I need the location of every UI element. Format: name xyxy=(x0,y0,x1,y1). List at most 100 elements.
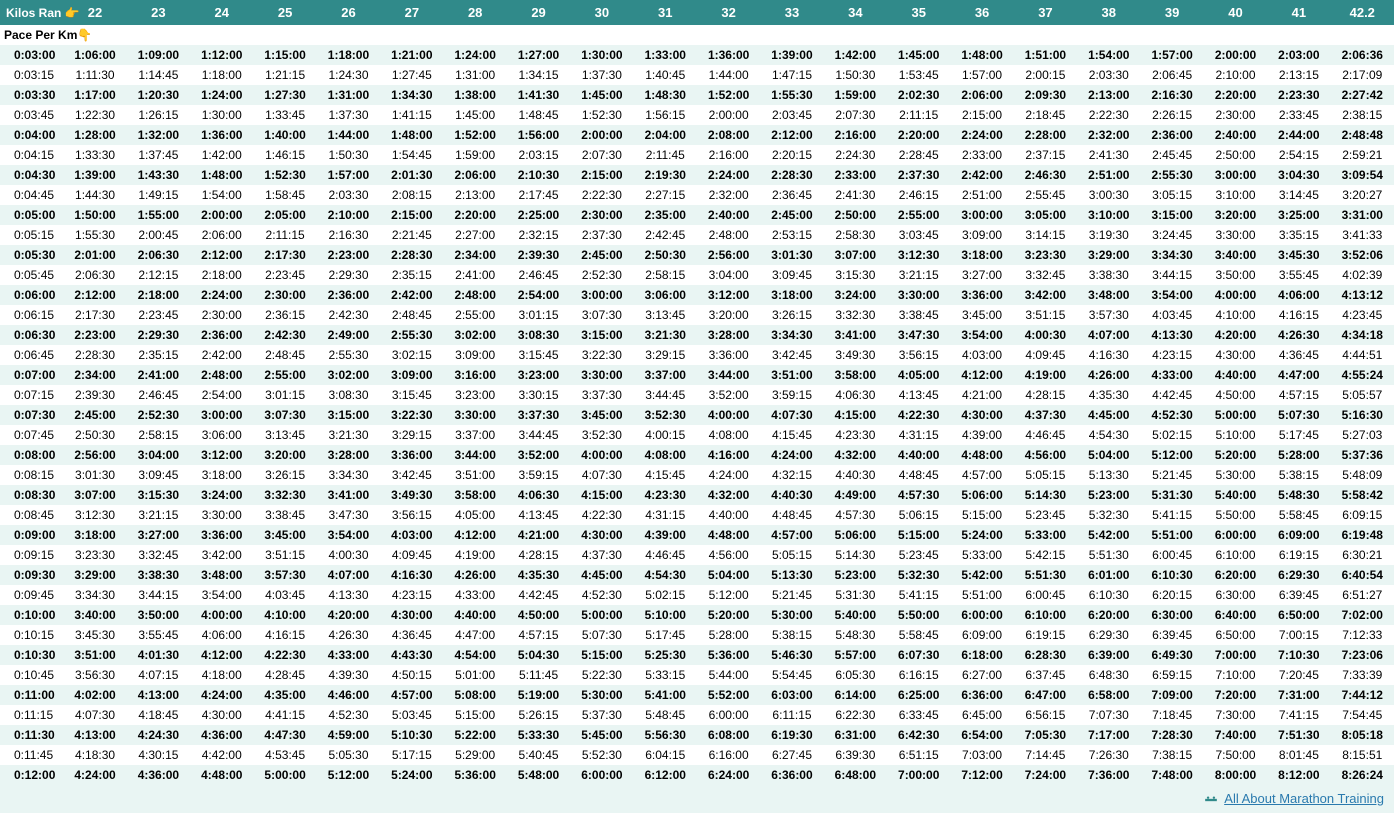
time-cell: 5:12:00 xyxy=(1140,445,1203,465)
time-cell: 3:41:33 xyxy=(1331,225,1394,245)
time-cell: 5:28:00 xyxy=(1267,445,1330,465)
time-cell: 5:20:00 xyxy=(1204,445,1267,465)
distance-header: 25 xyxy=(253,0,316,25)
time-cell: 1:45:00 xyxy=(570,85,633,105)
time-cell: 4:33:00 xyxy=(1140,365,1203,385)
time-cell: 1:55:30 xyxy=(760,85,823,105)
time-cell: 2:38:15 xyxy=(1331,105,1394,125)
time-cell: 6:49:30 xyxy=(1140,645,1203,665)
distance-header: 32 xyxy=(697,0,760,25)
time-cell: 3:38:45 xyxy=(253,505,316,525)
time-cell: 1:48:00 xyxy=(190,165,253,185)
time-cell: 3:57:30 xyxy=(253,565,316,585)
time-cell: 4:23:30 xyxy=(634,485,697,505)
pace-value: 0:08:00 xyxy=(0,445,63,465)
time-cell: 6:47:00 xyxy=(1014,685,1077,705)
time-cell: 2:11:15 xyxy=(887,105,950,125)
time-cell: 2:37:30 xyxy=(570,225,633,245)
time-cell: 4:33:00 xyxy=(444,585,507,605)
time-cell: 6:50:00 xyxy=(1204,625,1267,645)
time-cell: 4:03:45 xyxy=(1140,305,1203,325)
time-cell: 4:48:00 xyxy=(697,525,760,545)
pace-per-km-label: Pace Per Km👇 xyxy=(0,25,1394,45)
time-cell: 2:54:15 xyxy=(1267,145,1330,165)
time-cell: 4:33:00 xyxy=(317,645,380,665)
time-cell: 1:38:00 xyxy=(444,85,507,105)
pace-value: 0:08:30 xyxy=(0,485,63,505)
time-cell: 5:12:00 xyxy=(317,765,380,785)
time-cell: 1:34:30 xyxy=(380,85,443,105)
time-cell: 4:49:00 xyxy=(824,485,887,505)
time-cell: 2:27:00 xyxy=(444,225,507,245)
time-cell: 2:52:30 xyxy=(127,405,190,425)
time-cell: 4:55:24 xyxy=(1331,365,1394,385)
distance-header: 29 xyxy=(507,0,570,25)
distance-header: 30 xyxy=(570,0,633,25)
time-cell: 5:32:30 xyxy=(1077,505,1140,525)
time-cell: 5:33:30 xyxy=(507,725,570,745)
table-row: 0:05:001:50:001:55:002:00:002:05:002:10:… xyxy=(0,205,1394,225)
pace-value: 0:04:30 xyxy=(0,165,63,185)
time-cell: 2:33:45 xyxy=(1267,105,1330,125)
time-cell: 3:52:30 xyxy=(570,425,633,445)
time-cell: 2:55:30 xyxy=(380,325,443,345)
time-cell: 1:45:00 xyxy=(444,105,507,125)
time-cell: 5:21:45 xyxy=(760,585,823,605)
time-cell: 6:22:30 xyxy=(824,705,887,725)
time-cell: 1:58:45 xyxy=(253,185,316,205)
time-cell: 7:26:30 xyxy=(1077,745,1140,765)
time-cell: 3:24:00 xyxy=(824,285,887,305)
time-cell: 3:55:45 xyxy=(1267,265,1330,285)
time-cell: 1:46:15 xyxy=(253,145,316,165)
time-cell: 2:42:00 xyxy=(190,345,253,365)
pace-chart-table: Kilos Ran 👉22232425262728293031323334353… xyxy=(0,0,1394,813)
time-cell: 2:26:15 xyxy=(1140,105,1203,125)
pace-value: 0:10:00 xyxy=(0,605,63,625)
time-cell: 4:34:18 xyxy=(1331,325,1394,345)
time-cell: 4:01:30 xyxy=(127,645,190,665)
time-cell: 4:06:30 xyxy=(507,485,570,505)
time-cell: 1:50:00 xyxy=(63,205,126,225)
time-cell: 4:46:00 xyxy=(317,685,380,705)
time-cell: 6:09:00 xyxy=(950,625,1013,645)
time-cell: 1:43:30 xyxy=(127,165,190,185)
time-cell: 6:42:30 xyxy=(887,725,950,745)
pace-value: 0:04:15 xyxy=(0,145,63,165)
time-cell: 4:56:00 xyxy=(697,545,760,565)
time-cell: 3:02:00 xyxy=(317,365,380,385)
time-cell: 1:44:00 xyxy=(317,125,380,145)
time-cell: 3:08:30 xyxy=(317,385,380,405)
footer-link[interactable]: All About Marathon Training xyxy=(1224,791,1384,806)
time-cell: 2:22:30 xyxy=(570,185,633,205)
time-cell: 3:52:06 xyxy=(1331,245,1394,265)
time-cell: 2:08:00 xyxy=(697,125,760,145)
time-cell: 3:01:15 xyxy=(253,385,316,405)
time-cell: 1:33:00 xyxy=(634,45,697,65)
time-cell: 3:29:00 xyxy=(1077,245,1140,265)
time-cell: 6:10:00 xyxy=(1014,605,1077,625)
time-cell: 3:26:15 xyxy=(253,465,316,485)
time-cell: 2:03:15 xyxy=(507,145,570,165)
time-cell: 4:52:30 xyxy=(317,705,380,725)
time-cell: 2:24:30 xyxy=(824,145,887,165)
time-cell: 2:23:00 xyxy=(317,245,380,265)
pointing-right-icon: 👉 xyxy=(65,6,80,20)
time-cell: 5:37:30 xyxy=(570,705,633,725)
time-cell: 5:41:15 xyxy=(1140,505,1203,525)
table-row: 0:05:452:06:302:12:152:18:002:23:452:29:… xyxy=(0,265,1394,285)
time-cell: 3:44:00 xyxy=(697,365,760,385)
time-cell: 2:06:00 xyxy=(950,85,1013,105)
time-cell: 5:00:00 xyxy=(253,765,316,785)
time-cell: 2:51:00 xyxy=(1077,165,1140,185)
time-cell: 4:30:15 xyxy=(127,745,190,765)
time-cell: 2:06:30 xyxy=(127,245,190,265)
time-cell: 5:00:00 xyxy=(570,605,633,625)
time-cell: 2:12:15 xyxy=(127,265,190,285)
time-cell: 4:48:00 xyxy=(190,765,253,785)
time-cell: 4:30:00 xyxy=(190,705,253,725)
time-cell: 4:40:30 xyxy=(824,465,887,485)
time-cell: 5:14:30 xyxy=(824,545,887,565)
time-cell: 3:01:15 xyxy=(507,305,570,325)
time-cell: 5:52:00 xyxy=(697,685,760,705)
time-cell: 3:23:30 xyxy=(1014,245,1077,265)
